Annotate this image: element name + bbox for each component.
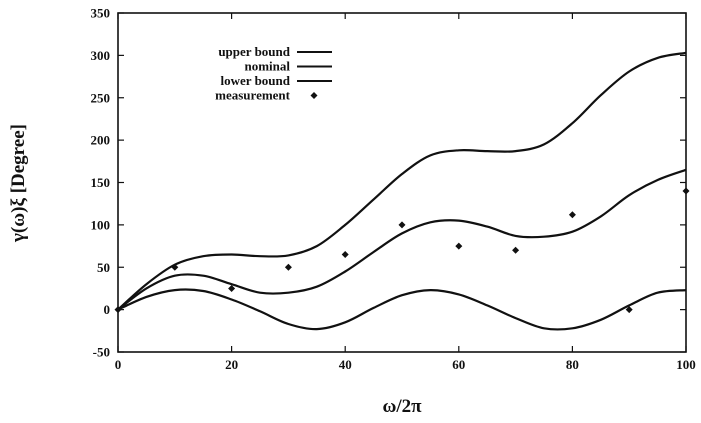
x-tick-label: 100 bbox=[676, 357, 696, 372]
legend-label-upper-bound: upper bound bbox=[218, 44, 290, 59]
y-tick-label: 250 bbox=[91, 90, 111, 105]
y-tick-label: 100 bbox=[91, 217, 111, 232]
y-tick-label: 0 bbox=[104, 302, 111, 317]
measurement-point bbox=[284, 263, 292, 271]
x-tick-label: 20 bbox=[225, 357, 238, 372]
x-tick-label: 0 bbox=[115, 357, 122, 372]
y-tick-label: 350 bbox=[91, 6, 111, 21]
y-tick-label: 300 bbox=[91, 48, 111, 63]
measurement-point bbox=[228, 284, 236, 292]
measurement-point bbox=[398, 221, 406, 229]
series-line-lower-bound bbox=[117, 288, 687, 331]
x-tick-label: 80 bbox=[566, 357, 579, 372]
measurement-markers bbox=[114, 187, 690, 314]
legend-label-measurement: measurement bbox=[215, 88, 291, 103]
series-line-upper-bound bbox=[117, 51, 687, 311]
measurement-point bbox=[512, 246, 520, 254]
x-tick-label: 40 bbox=[339, 357, 352, 372]
legend-label-lower-bound: lower bound bbox=[221, 73, 291, 88]
measurement-point bbox=[341, 251, 349, 259]
measurement-point bbox=[455, 242, 463, 250]
plot-frame bbox=[117, 12, 687, 353]
y-tick-label: 150 bbox=[91, 175, 111, 190]
y-tick-label: 200 bbox=[91, 133, 111, 148]
legend-label-nominal: nominal bbox=[244, 59, 290, 74]
measurement-point bbox=[682, 187, 690, 195]
y-tick-label: 50 bbox=[97, 260, 110, 275]
measurement-point bbox=[171, 263, 179, 271]
measurement-point bbox=[114, 306, 122, 314]
measurement-point bbox=[625, 306, 633, 314]
series-lines bbox=[117, 51, 687, 331]
series-line-nominal bbox=[117, 168, 687, 311]
legend-swatch-measurement bbox=[310, 92, 318, 99]
x-tick-label: 60 bbox=[452, 357, 465, 372]
y-tick-label: -50 bbox=[93, 345, 110, 360]
measurement-point bbox=[568, 211, 576, 219]
axis-ticks: 0 20 40 60 80 100 -50 0 50 100 150 200 250 300 350 bbox=[91, 6, 696, 373]
y-axis-label: γ(ω)ξ [Degree] bbox=[8, 124, 29, 243]
x-axis-label: ω/2π bbox=[382, 396, 422, 417]
